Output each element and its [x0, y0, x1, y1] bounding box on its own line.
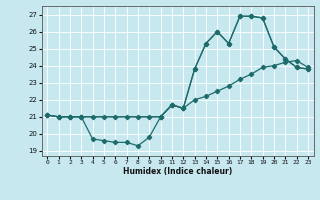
X-axis label: Humidex (Indice chaleur): Humidex (Indice chaleur) — [123, 167, 232, 176]
